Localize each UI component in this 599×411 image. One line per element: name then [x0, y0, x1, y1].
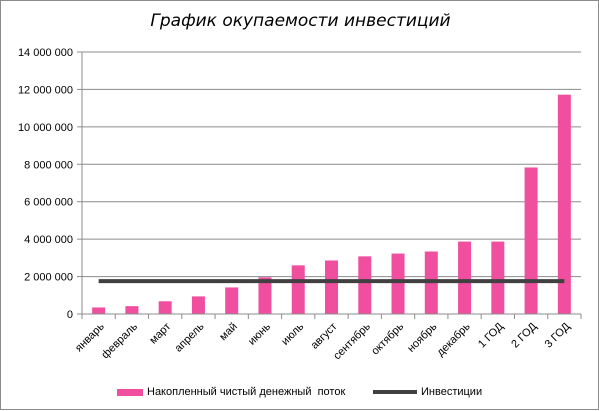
legend: Накопленный чистый денежный поток Инвест… — [1, 383, 599, 401]
x-category-label: март — [147, 321, 173, 347]
bar — [291, 265, 305, 314]
x-category-label: май — [217, 321, 240, 344]
bar — [524, 167, 538, 314]
y-tick-label: 14 000 000 — [18, 47, 73, 59]
x-category-label: октябрь — [369, 320, 406, 357]
x-category-label: июль — [279, 320, 306, 347]
axes — [81, 52, 582, 319]
bar — [258, 277, 272, 314]
y-tick-label: 2 000 000 — [24, 272, 73, 284]
bar-series — [92, 94, 571, 314]
legend-item-investment: Инвестиции — [373, 383, 482, 401]
x-category-label: февраль — [99, 320, 140, 361]
x-category-label: декабрь — [435, 320, 473, 358]
y-axis-ticks: 0 2 000 000 4 000 000 6 000 000 8 000 000 10 … — [18, 47, 82, 321]
chart-title: График окупаемости инвестиций — [150, 11, 451, 31]
y-tick-label: 8 000 000 — [24, 159, 73, 171]
bar — [458, 241, 472, 314]
y-tick-label: 4 000 000 — [24, 234, 73, 246]
bar — [491, 241, 505, 314]
bar — [125, 306, 139, 314]
legend-swatch-investment — [373, 390, 417, 394]
y-tick-label: 12 000 000 — [18, 84, 73, 96]
bar — [325, 260, 338, 314]
y-tick-label: 0 — [67, 309, 73, 321]
x-category-label: 3 ГОД — [543, 320, 573, 350]
x-category-label: 1 ГОД — [476, 320, 506, 350]
x-category-label: апрель — [173, 320, 207, 354]
x-category-label: 2 ГОД — [509, 320, 539, 350]
x-category-label: сентябрь — [331, 320, 373, 362]
x-category-label: август — [309, 321, 340, 352]
bar — [158, 301, 172, 314]
bar — [557, 94, 571, 314]
y-tick-label: 10 000 000 — [18, 122, 73, 134]
bar — [391, 253, 405, 314]
bar — [92, 307, 106, 314]
bar — [225, 287, 239, 314]
legend-label-cash-flow: Накопленный чистый денежный поток — [147, 386, 346, 398]
x-category-label: июнь — [246, 320, 273, 347]
bar — [191, 296, 205, 314]
legend-swatch-cash-flow — [117, 388, 143, 396]
bar — [358, 256, 372, 314]
grid-lines — [82, 51, 581, 278]
y-tick-label: 6 000 000 — [24, 197, 73, 209]
legend-label-investment: Инвестиции — [421, 386, 483, 398]
legend-item-cash-flow: Накопленный чистый денежный поток — [117, 383, 345, 401]
